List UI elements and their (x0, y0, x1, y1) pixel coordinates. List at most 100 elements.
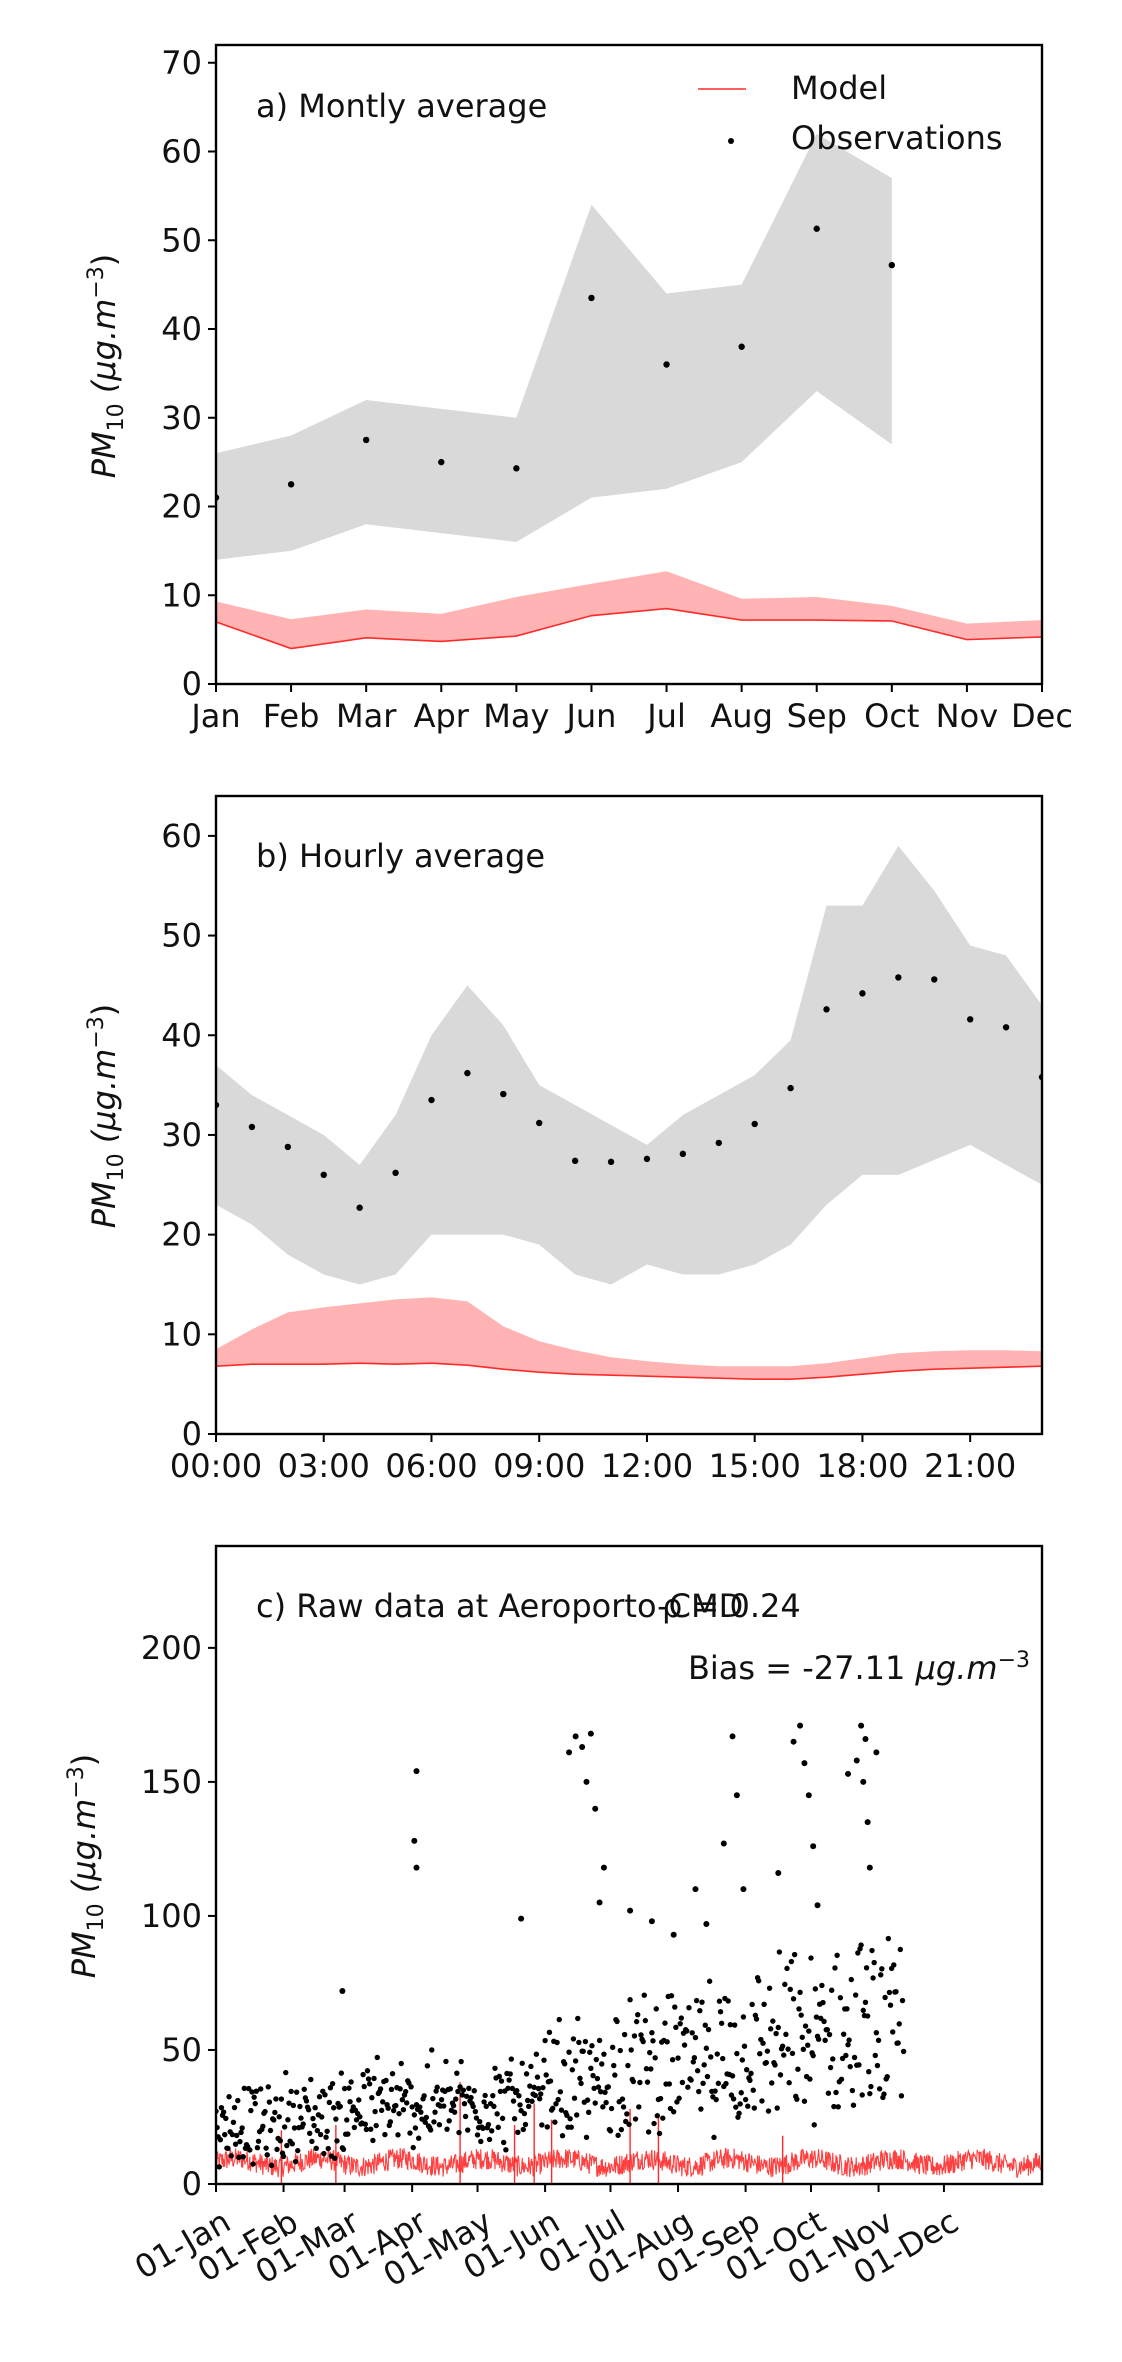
legend-model-label: Model (791, 69, 887, 107)
panel-c-observation-point (400, 2107, 407, 2113)
panel-c-observation-point (364, 2068, 371, 2074)
panel-c-observation-point (368, 2126, 374, 2132)
panel-c-observation-point (217, 2137, 224, 2143)
panel-c-observation-point (741, 2043, 748, 2049)
panel-c-observation-point (697, 2007, 703, 2014)
panel-c-observation-point (645, 2129, 652, 2135)
panel-c-observation-point (767, 2026, 774, 2032)
panel-c-observation-point (240, 2154, 246, 2160)
panel-c-observation-point (734, 2050, 740, 2057)
panel-c-observation-point (234, 2132, 240, 2139)
panel-b-observation-point (931, 976, 938, 983)
panel-c-observation-point (766, 1985, 773, 1991)
panel-c-ytick-label: 0 (182, 2165, 202, 2203)
panel-c-observation-point (739, 2057, 746, 2063)
panel-c-observation-point (473, 2115, 480, 2121)
panel-c-observation-point (524, 2097, 531, 2104)
panel-c-observation-point (797, 1989, 803, 1995)
panel-a-observation-point (287, 481, 295, 488)
panel-c-observation-peak (670, 1931, 677, 1938)
panel-c-observation-point (559, 2133, 566, 2139)
panel-c-observation-point (698, 2106, 704, 2112)
panel-c-plot-area (216, 1722, 1042, 2184)
panel-a-xtick-label: Oct (864, 697, 919, 735)
panel-c-observation-point (326, 2099, 333, 2106)
panel-b-observation-point (859, 990, 866, 997)
panel-c-observation-point (833, 2089, 839, 2096)
panel-c-observation-point (813, 2014, 820, 2020)
panel-c-observation-point (660, 2115, 666, 2121)
panel-c-observation-point (863, 1965, 870, 1971)
panel-c-observation-point (289, 2141, 295, 2147)
panel-c-observation-point (362, 2121, 368, 2127)
panel-c-observation-point (881, 2091, 887, 2097)
panel-b-observation-point (464, 1069, 471, 1077)
panel-c-observation-point (845, 2042, 851, 2048)
panel-b-observation-point (1002, 1024, 1010, 1031)
panel-c-annotation: c) Raw data at Aeroporto-CMD (256, 1587, 743, 1625)
panel-c-observation-point (810, 2052, 816, 2059)
panel-c-observation-point (871, 1959, 877, 1966)
panel-c-observation-point (794, 2096, 800, 2102)
panel-c-observation-point (643, 2066, 650, 2072)
panel-c-observation-point (317, 2131, 324, 2138)
panel-c-observation-point (773, 2030, 779, 2037)
panel-c-observation-point (324, 2128, 330, 2134)
panel-b-xtick-label: 09:00 (493, 1447, 585, 1485)
panel-c-observation-point (860, 2007, 866, 2014)
panel-c-observation-point (873, 2029, 880, 2036)
panel-c-observation-point (461, 2100, 468, 2107)
legend-observations-marker (728, 138, 734, 144)
panel-c-observation-point (266, 2099, 273, 2105)
panel-c-observation-point (365, 2076, 372, 2082)
panel-c-observation-point (872, 2052, 878, 2059)
panel-c-observation-point (603, 2099, 609, 2106)
panel-b-plot-area (216, 845, 1042, 1380)
panel-c-observation-point (330, 2105, 337, 2111)
panel-c-observation-point (602, 2089, 608, 2095)
panel-c-observation-point (843, 2052, 849, 2059)
panel-c-observation-point (325, 2145, 331, 2152)
panel-b-ylabel: PM10 (µg.m−3) (84, 1004, 129, 1229)
panel-c-observation-point (677, 2020, 683, 2027)
panel-b-observation-point (428, 1096, 435, 1104)
panel-c-observation-point (483, 2103, 489, 2110)
panel-c-observation-point (277, 2138, 283, 2144)
panel-c-observation-point (571, 2095, 578, 2101)
panel-c-observation-point (568, 2124, 574, 2130)
panel-b-observation-point (536, 1119, 543, 1127)
panel-c-observation-point (681, 2042, 688, 2048)
panel-b-ytick-label: 10 (161, 1315, 202, 1353)
panel-c-observation-peak (720, 1840, 727, 1847)
panel-c-observation-point (351, 2124, 358, 2131)
panel-c-observation-point (607, 2128, 614, 2134)
panel-c-observation-point (787, 1986, 793, 1993)
panel-b-observation-point (715, 1139, 722, 1147)
panel-b-hourly-average: 0 10 20 30 40 50 60 00:00 03:00 06:00 09:00 12:00 15… (84, 794, 1044, 1485)
panel-c-observation-peak (587, 1730, 594, 1737)
panel-c-observation-point (290, 2102, 297, 2109)
panel-c-observation-point (838, 2076, 845, 2082)
panel-c-observation-point (323, 2134, 329, 2140)
panel-c-observation-point (887, 2002, 894, 2008)
panel-c-observation-point (691, 2055, 698, 2061)
panel-c-observation-point (870, 1975, 876, 1981)
panel-c-observation-point (517, 2102, 523, 2108)
panel-c-observation-point (855, 1950, 861, 1956)
panel-c-observation-point (235, 2097, 241, 2104)
panel-c-observation-point (284, 2142, 290, 2149)
panel-b-observation-point (751, 1120, 758, 1128)
panel-c-observation-point (255, 2138, 262, 2144)
panel-c-observation-point (770, 2018, 776, 2024)
panel-c-observation-point (688, 2077, 694, 2083)
panel-c-observation-point (499, 2115, 506, 2122)
panel-c-observation-point (686, 2005, 692, 2011)
panel-c-observation-point (300, 2121, 306, 2127)
panel-c-observation-point (488, 2128, 495, 2134)
panel-c-observation-point (690, 2059, 696, 2065)
panel-a-xtick-label: Apr (414, 697, 470, 735)
panel-c-observation-point (827, 2064, 834, 2071)
panel-c-observation-point (312, 2104, 318, 2111)
panel-b-ytick-label: 40 (161, 1016, 202, 1054)
panel-a-observation-point (438, 458, 445, 466)
